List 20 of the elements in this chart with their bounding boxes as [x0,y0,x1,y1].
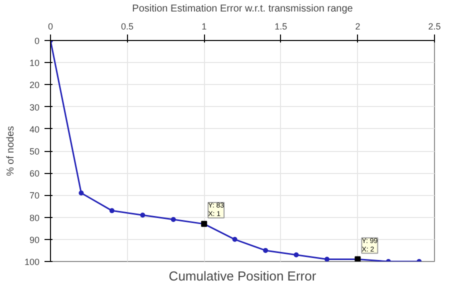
y-axis-title: % of nodes [5,126,16,176]
y-tick-label: 20 [29,80,40,90]
x-tick-label: 1.5 [274,22,288,32]
x-tick-label: 0.5 [121,22,134,32]
text: Cumulative Position Error [168,268,317,284]
y-tick-label: 60 [29,168,40,179]
x-tick-label: 2 [355,22,360,32]
y-tick-label: 30 [29,102,40,112]
x-tick-label: 1 [202,22,207,32]
y-tick-label: 50 [29,146,40,156]
y-tick-label: 90 [29,234,40,245]
x-tick-label: 2.5 [428,22,441,32]
y-tick-label: 10 [29,58,40,68]
y-tick-label: 80 [29,212,40,223]
x-axis-title: Position Estimation Error w.r.t. transmission range [132,4,354,14]
x-tick-label: 0 [48,22,54,32]
y-tick-label: 70 [29,190,40,201]
y-tick-label: 40 [29,124,40,134]
y-tick-label: 100 [24,257,40,267]
y-tick-label: 0 [34,36,40,46]
